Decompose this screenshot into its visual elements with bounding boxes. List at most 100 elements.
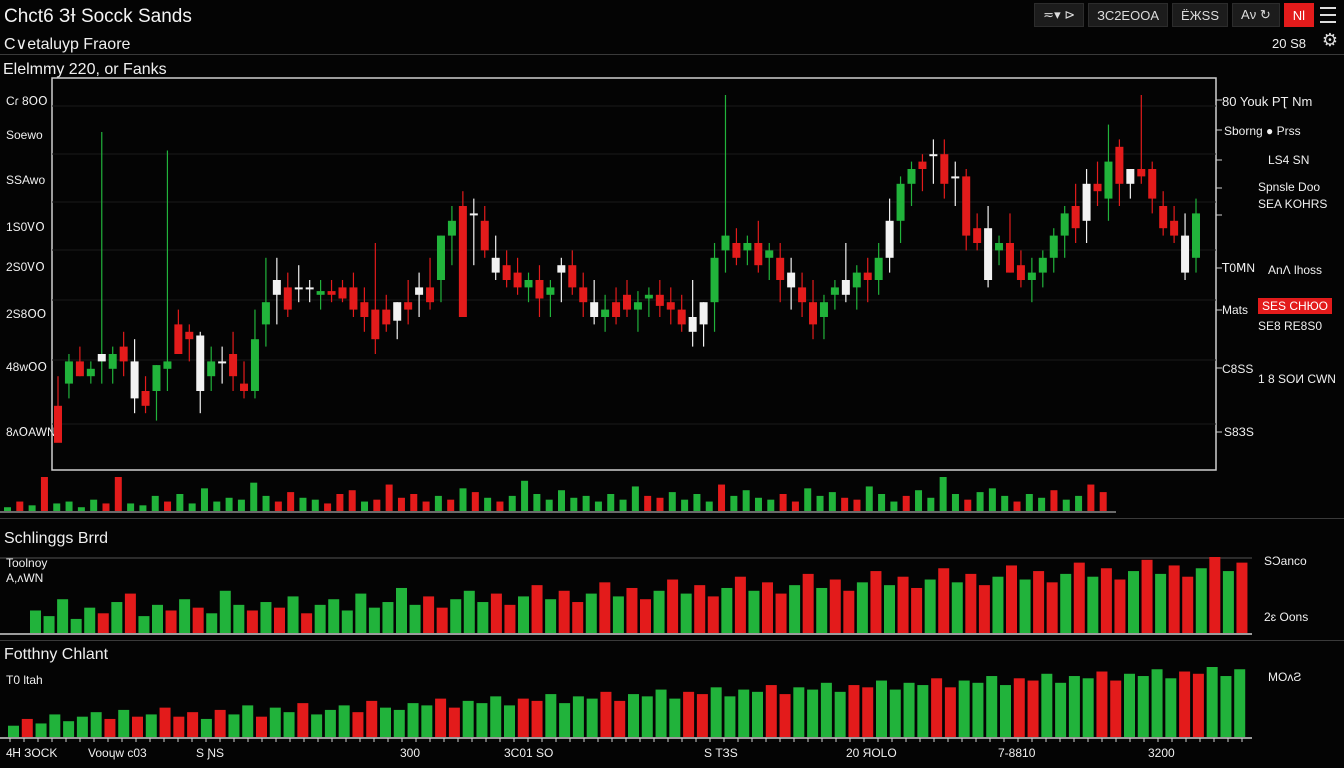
middle-panel-bar [612, 596, 624, 633]
candle-body [984, 228, 993, 280]
header-divider [0, 54, 1344, 55]
volume-bar [287, 492, 295, 511]
volume-bar [828, 492, 836, 511]
candle-body [174, 324, 183, 354]
middle-panel-bar [97, 613, 109, 633]
bottom-panel-bar [104, 718, 116, 737]
right-label: SЕ8 RE8S0 [1258, 319, 1323, 333]
candle-body [809, 302, 818, 325]
candle-body [863, 272, 872, 280]
candle-body [732, 243, 741, 258]
volume-bar [841, 497, 849, 511]
volume-bar [373, 499, 381, 511]
bottom-panel-bar [504, 705, 515, 737]
x-tick-label: 3200 [1148, 746, 1175, 760]
bottom-panel-bar [710, 687, 722, 737]
bottom-panel-bar [200, 718, 212, 737]
bottom-panel-bar [380, 707, 391, 737]
bottom-panel-bar [1192, 673, 1204, 737]
middle-panel-bar [531, 585, 543, 633]
bottom-panel-bar [421, 705, 433, 737]
candle-body [612, 302, 621, 317]
volume-bar [127, 503, 135, 511]
volume-bar [262, 495, 270, 511]
candle-body [633, 302, 642, 310]
toolbar-draw-button[interactable]: ≂▾ ⊳ [1034, 3, 1085, 27]
right-label: Ѕ8ЗS [1224, 425, 1254, 439]
bottom-panel-bar [917, 685, 929, 737]
middle-panel-bar [1222, 571, 1234, 633]
volume-bar [225, 497, 233, 511]
bottom-panel-bar [931, 678, 943, 737]
candle-body [469, 213, 478, 216]
right-label: Mats [1222, 303, 1249, 317]
candle-body [272, 280, 281, 295]
y-tick-label: 2S0Ꮩꓳ [6, 260, 45, 274]
middle-panel-bar [233, 604, 245, 633]
middle-panel-bar [721, 587, 733, 633]
middle-panel-bar [897, 576, 909, 633]
middle-panel-bar [707, 596, 719, 633]
candle-body [513, 272, 522, 288]
bottom-panel-bar [876, 680, 887, 737]
middle-panel-bar [43, 616, 55, 633]
middle-panel-bar [1114, 579, 1126, 633]
middle-panel-bar [1236, 562, 1248, 633]
bottom-panel-bar [586, 698, 598, 737]
candle-body [185, 331, 194, 340]
bottom-panel-bar [490, 696, 502, 737]
volume-bar [1025, 494, 1033, 511]
volume-bar [311, 499, 319, 511]
candle-body [535, 280, 544, 299]
candle-body [644, 294, 653, 299]
candle-body [568, 265, 577, 288]
candle-body [1126, 169, 1135, 184]
volume-bar [397, 497, 405, 511]
candle-body [1137, 169, 1146, 177]
bottom-panel-bar [118, 709, 130, 737]
bottom-panel-bar [8, 725, 19, 737]
volume-bar [274, 501, 282, 511]
middle-panel-bar [829, 579, 841, 633]
middle-panel-bar [870, 571, 882, 633]
candle-body [688, 317, 697, 332]
volume-bar [570, 497, 578, 511]
bottom-panel-bar [738, 689, 750, 737]
volume-bar [484, 497, 492, 511]
menu-icon[interactable] [1320, 7, 1336, 23]
volume-bar [754, 497, 762, 511]
volume-bar [521, 480, 529, 511]
candle-body [1115, 146, 1124, 184]
middle-panel-bar [450, 599, 462, 633]
settings-icon[interactable]: ⚙ [1321, 30, 1338, 50]
candle-body [1071, 206, 1080, 229]
candle-body [327, 291, 336, 295]
candle-body [64, 361, 73, 384]
toolbar-symbol-button[interactable]: ЗС2EOOA [1088, 3, 1168, 27]
y-tick-label: 48wꓳꓳ [6, 360, 47, 374]
middle-panel-bar [341, 610, 353, 633]
candle-body [283, 287, 292, 310]
panel-divider [0, 518, 1344, 519]
volume-bar [496, 501, 504, 511]
volume-bar [434, 495, 442, 511]
toolbar-alert-button[interactable]: Nl [1283, 3, 1314, 27]
toolbar-timeframe-button[interactable]: ЁЖЅЅ [1172, 3, 1229, 27]
bottom-panel-bar [1013, 678, 1025, 737]
middle-panel-bar [558, 590, 570, 633]
middle-panel-bar [1100, 568, 1112, 633]
volume-bar [939, 477, 947, 511]
volume-bar [545, 499, 553, 511]
volume-bar [250, 482, 258, 511]
x-tick-label: 7-8810 [998, 746, 1036, 760]
bottom-panel-bar [765, 685, 777, 737]
toolbar-refresh-button[interactable]: Aν ↻ [1232, 3, 1280, 27]
volume-bar [1087, 484, 1095, 511]
volume-bar [804, 488, 812, 511]
x-tick-label: 300 [400, 746, 421, 760]
middle-panel-bar [694, 585, 706, 633]
middle-panel-bar [436, 607, 448, 633]
candle-body [754, 243, 763, 266]
volume-bar [705, 501, 713, 511]
